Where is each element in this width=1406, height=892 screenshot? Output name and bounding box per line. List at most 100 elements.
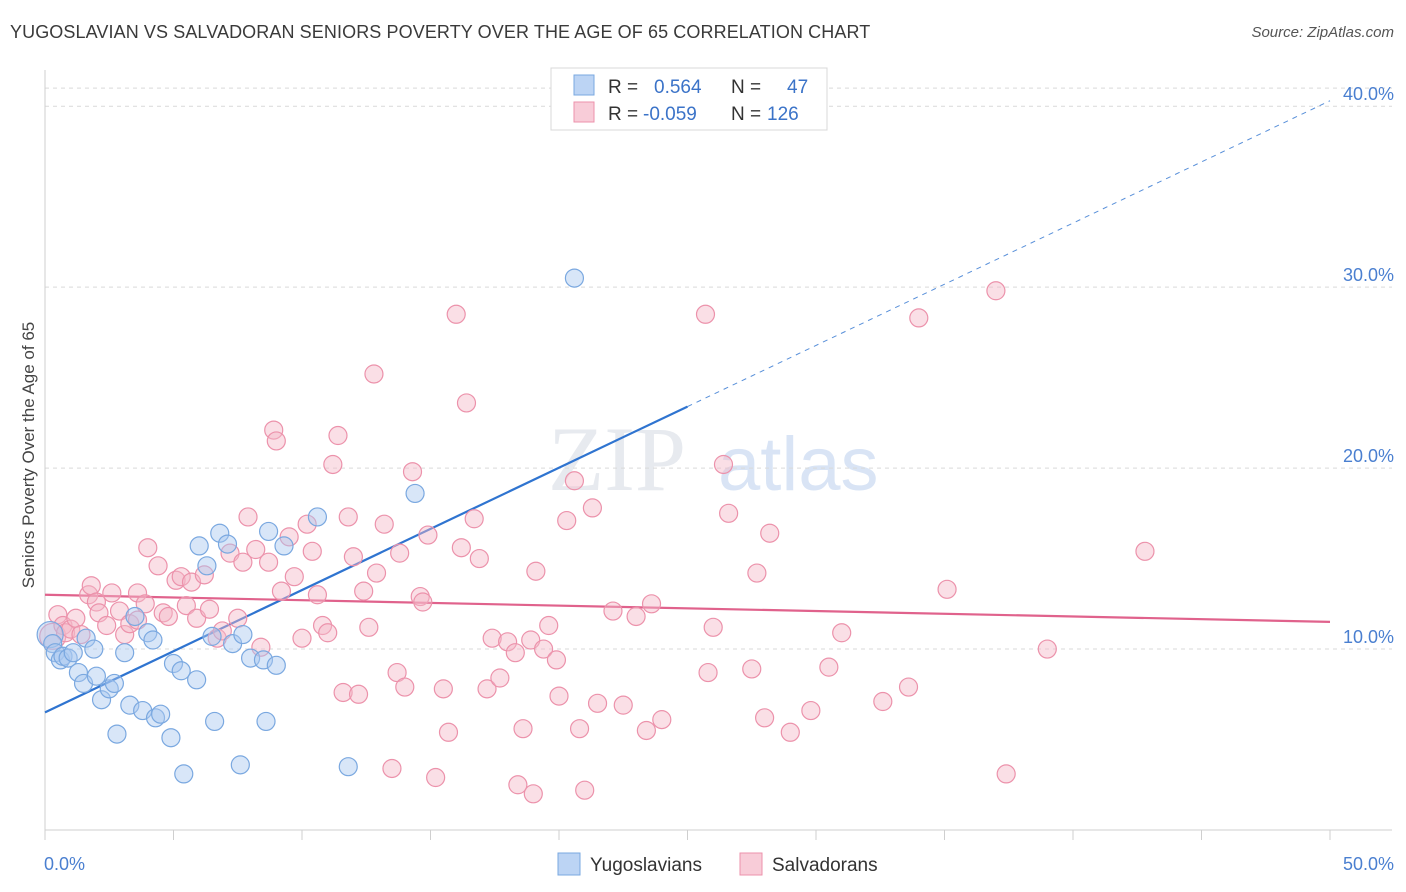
salvadoran-point-121 bbox=[996, 764, 1016, 784]
chart-title: YUGOSLAVIAN VS SALVADORAN SENIORS POVERT… bbox=[10, 22, 871, 42]
salvadoran-point-52 bbox=[333, 682, 353, 703]
salvadoran-point-73 bbox=[451, 538, 471, 558]
yugoslavian-point-47 bbox=[564, 268, 585, 288]
salvadoran-point-113 bbox=[801, 700, 821, 721]
yugoslavian-point-36 bbox=[230, 755, 250, 775]
salvadoran-point-50 bbox=[323, 454, 343, 475]
salvadoran-point-43 bbox=[284, 567, 304, 587]
salvadoran-point-106 bbox=[713, 454, 734, 475]
y-tick-labels: 10.0% 20.0% 30.0% 40.0% bbox=[1343, 84, 1394, 647]
salvadoran-point-16 bbox=[127, 610, 148, 630]
salvadoran-point-114 bbox=[819, 657, 839, 677]
yugoslavian-point-22 bbox=[145, 708, 166, 728]
yugoslavian-point-45 bbox=[338, 757, 358, 777]
bottom-legend-label-salvadorans: Salvadorans bbox=[772, 855, 878, 876]
salvadoran-point-118 bbox=[909, 308, 929, 328]
salvadoran-point-31 bbox=[212, 621, 232, 641]
salvadoran-point-100 bbox=[636, 720, 656, 741]
y-tick-label-2: 30.0% bbox=[1343, 265, 1394, 285]
salvadoran-point-56 bbox=[354, 581, 374, 601]
legend-n-value-1: 47 bbox=[787, 77, 808, 98]
salvadoran-point-58 bbox=[364, 364, 384, 384]
bottom-legend-swatch-salvadorans bbox=[739, 852, 763, 876]
salvadoran-point-63 bbox=[390, 543, 410, 563]
yugoslavian-point-42 bbox=[266, 655, 286, 675]
salvadoran-point-5 bbox=[66, 608, 86, 628]
salvadoran-point-53 bbox=[338, 507, 358, 527]
yugoslavian-point-9 bbox=[76, 628, 96, 648]
salvadoran-point-11 bbox=[97, 615, 117, 636]
salvadoran-point-19 bbox=[138, 538, 158, 558]
legend-n-label-1: N = bbox=[731, 77, 761, 98]
salvadoran-point-51 bbox=[328, 425, 348, 446]
salvadoran-point-86 bbox=[539, 615, 559, 636]
yugoslavian-point-44 bbox=[307, 507, 328, 527]
salvadoran-point-36 bbox=[246, 539, 266, 560]
salvadoran-point-22 bbox=[158, 606, 178, 627]
salvadoran-point-112 bbox=[780, 722, 800, 742]
legend-n-value-2: 126 bbox=[767, 104, 799, 125]
salvadoran-point-84 bbox=[526, 561, 546, 581]
yugoslavian-point-5 bbox=[58, 648, 78, 668]
trend-line-extension-yugoslavians bbox=[687, 100, 1331, 408]
salvadoran-point-111 bbox=[760, 523, 780, 543]
yugoslavian-point-34 bbox=[217, 534, 238, 554]
yugoslavian-point-46 bbox=[405, 483, 425, 504]
salvadoran-point-59 bbox=[366, 563, 387, 583]
yugoslavian-point-32 bbox=[205, 711, 225, 732]
salvadoran-point-23 bbox=[166, 570, 186, 590]
bottom-legend-label-yugoslavians: Yugoslavians bbox=[590, 855, 702, 876]
yugoslavian-point-10 bbox=[84, 639, 104, 659]
trend-line-yugoslavians bbox=[44, 405, 688, 714]
salvadoran-point-78 bbox=[482, 628, 502, 648]
salvadoran-point-92 bbox=[582, 498, 603, 518]
salvadoran-point-117 bbox=[898, 677, 919, 697]
salvadoran-point-97 bbox=[603, 601, 623, 621]
yugoslavians-points bbox=[36, 268, 585, 784]
salvadoran-point-103 bbox=[695, 304, 716, 324]
salvadoran-point-109 bbox=[747, 563, 767, 583]
salvadoran-point-70 bbox=[433, 679, 453, 699]
salvadoran-point-41 bbox=[271, 581, 292, 601]
salvadorans-points bbox=[39, 281, 1155, 804]
salvadoran-point-76 bbox=[469, 548, 489, 569]
legend-swatch-salvadorans bbox=[573, 101, 595, 123]
salvadoran-point-81 bbox=[505, 643, 525, 663]
yugoslavian-point-24 bbox=[161, 728, 181, 748]
salvadoran-point-54 bbox=[343, 547, 363, 567]
yugoslavian-point-40 bbox=[256, 711, 276, 732]
salvadoran-point-17 bbox=[127, 583, 148, 603]
salvadoran-point-116 bbox=[873, 691, 893, 712]
salvadoran-point-115 bbox=[832, 623, 852, 643]
watermark-zip: ZIP bbox=[548, 408, 686, 510]
axes bbox=[44, 70, 1392, 840]
yugoslavian-point-37 bbox=[233, 624, 253, 645]
salvadoran-point-80 bbox=[498, 632, 518, 652]
bottom-legend: Yugoslavians Salvadorans bbox=[557, 852, 878, 876]
salvadoran-point-95 bbox=[523, 784, 543, 804]
yugoslavian-point-27 bbox=[174, 764, 194, 784]
y-axis-label: Seniors Poverty Over the Age of 65 bbox=[19, 322, 38, 588]
salvadoran-point-98 bbox=[613, 695, 633, 715]
salvadoran-point-71 bbox=[438, 722, 459, 742]
salvadoran-point-77 bbox=[477, 679, 497, 699]
salvadoran-point-64 bbox=[395, 677, 415, 697]
trend-lines bbox=[44, 100, 1331, 714]
watermark: ZIP atlas bbox=[548, 408, 879, 510]
y-tick-label-3: 40.0% bbox=[1343, 84, 1394, 104]
salvadoran-point-96 bbox=[508, 775, 528, 795]
yugoslavian-point-16 bbox=[115, 643, 135, 663]
salvadoran-point-72 bbox=[446, 304, 466, 324]
salvadoran-point-45 bbox=[297, 514, 317, 534]
x-tick-labels: 0.0% 50.0% bbox=[44, 854, 1394, 874]
salvadoran-point-68 bbox=[418, 525, 438, 545]
salvadoran-point-12 bbox=[102, 583, 122, 603]
salvadoran-point-122 bbox=[1037, 639, 1057, 659]
bottom-legend-swatch-yugoslavians bbox=[557, 852, 581, 876]
yugoslavian-point-6 bbox=[63, 643, 83, 663]
salvadoran-point-42 bbox=[279, 527, 299, 547]
x-tick-label-1: 50.0% bbox=[1343, 854, 1394, 874]
yugoslavian-point-29 bbox=[189, 536, 209, 556]
yugoslavian-point-23 bbox=[151, 704, 171, 724]
